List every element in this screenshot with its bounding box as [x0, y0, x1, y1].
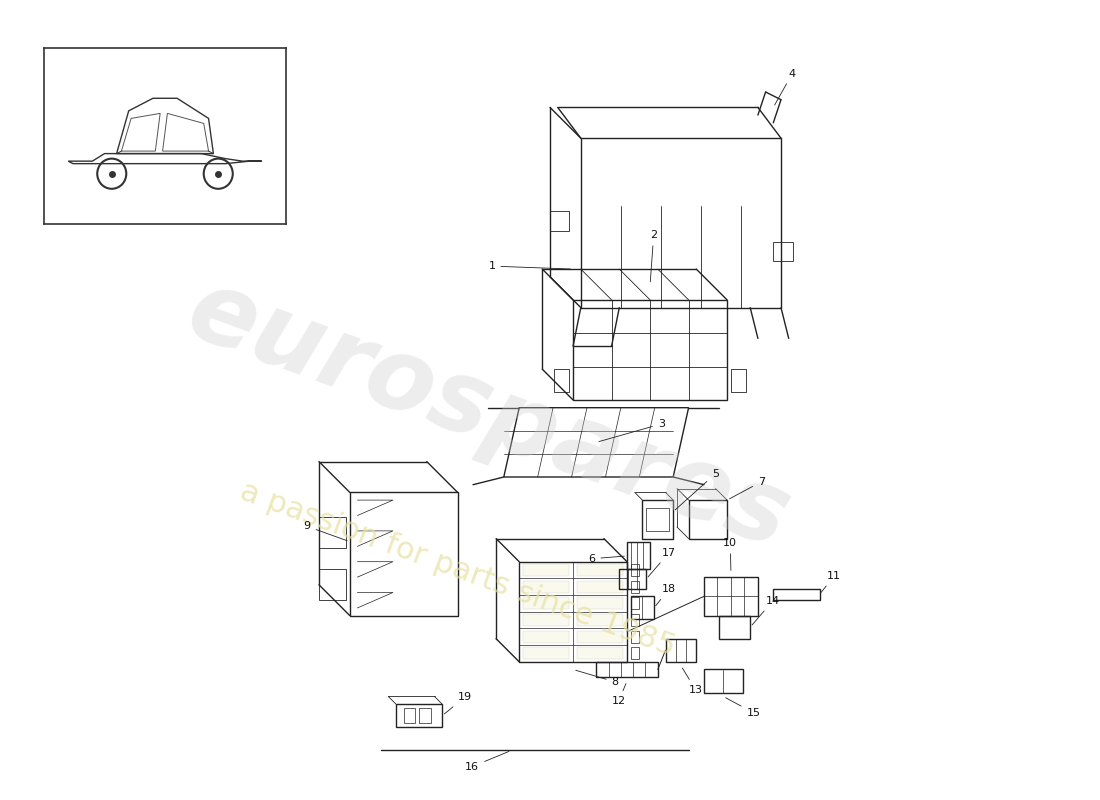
Text: 19: 19 [444, 692, 472, 714]
Bar [631, 598, 639, 610]
Bar [578, 564, 624, 576]
Bar [554, 369, 570, 392]
Bar [524, 598, 570, 610]
Bar [578, 647, 624, 659]
Text: a passion for parts since 1985: a passion for parts since 1985 [236, 477, 679, 662]
Bar [619, 570, 647, 589]
Bar [350, 492, 458, 616]
Text: 10: 10 [724, 538, 737, 570]
Text: 13: 13 [682, 668, 703, 694]
Bar [524, 647, 570, 659]
Bar [666, 638, 696, 662]
Bar [524, 581, 570, 593]
Bar [627, 542, 650, 570]
Bar [773, 242, 792, 262]
Text: 16: 16 [465, 751, 509, 771]
Bar [524, 630, 570, 643]
Bar [550, 211, 570, 230]
Text: 1: 1 [488, 261, 570, 271]
Text: eurospares: eurospares [175, 262, 802, 569]
Text: 17: 17 [648, 548, 675, 577]
Bar [630, 596, 653, 619]
Bar [631, 581, 639, 593]
Text: 2: 2 [650, 230, 657, 282]
Bar [519, 562, 627, 662]
Bar [704, 670, 742, 693]
Text: 15: 15 [726, 698, 760, 718]
Text: 14: 14 [752, 596, 780, 625]
Bar [524, 614, 570, 626]
Bar [419, 708, 430, 723]
Text: 5: 5 [675, 469, 718, 510]
Bar [396, 704, 442, 727]
Bar [319, 570, 345, 600]
Bar [578, 614, 624, 626]
Bar [578, 598, 624, 610]
Bar [631, 614, 639, 626]
Text: 6: 6 [588, 554, 624, 564]
Text: 11: 11 [822, 571, 842, 592]
Text: 18: 18 [656, 585, 675, 606]
Bar [596, 662, 658, 677]
Bar [642, 500, 673, 538]
Bar [631, 564, 639, 576]
Bar [319, 517, 345, 548]
Bar [404, 708, 416, 723]
Text: 3: 3 [598, 419, 664, 442]
Bar [647, 508, 669, 531]
Text: 4: 4 [774, 69, 795, 105]
Bar [524, 564, 570, 576]
Bar [578, 581, 624, 593]
Bar [578, 630, 624, 643]
Bar [773, 589, 820, 600]
Text: 9: 9 [304, 522, 348, 541]
Bar [631, 630, 639, 643]
Text: 7: 7 [729, 477, 764, 498]
Bar [719, 616, 750, 638]
Bar [704, 577, 758, 616]
Text: 8: 8 [575, 670, 618, 687]
Bar [631, 647, 639, 659]
Bar [689, 500, 727, 538]
Bar [732, 369, 746, 392]
Bar [573, 300, 727, 400]
Text: 12: 12 [612, 684, 626, 706]
